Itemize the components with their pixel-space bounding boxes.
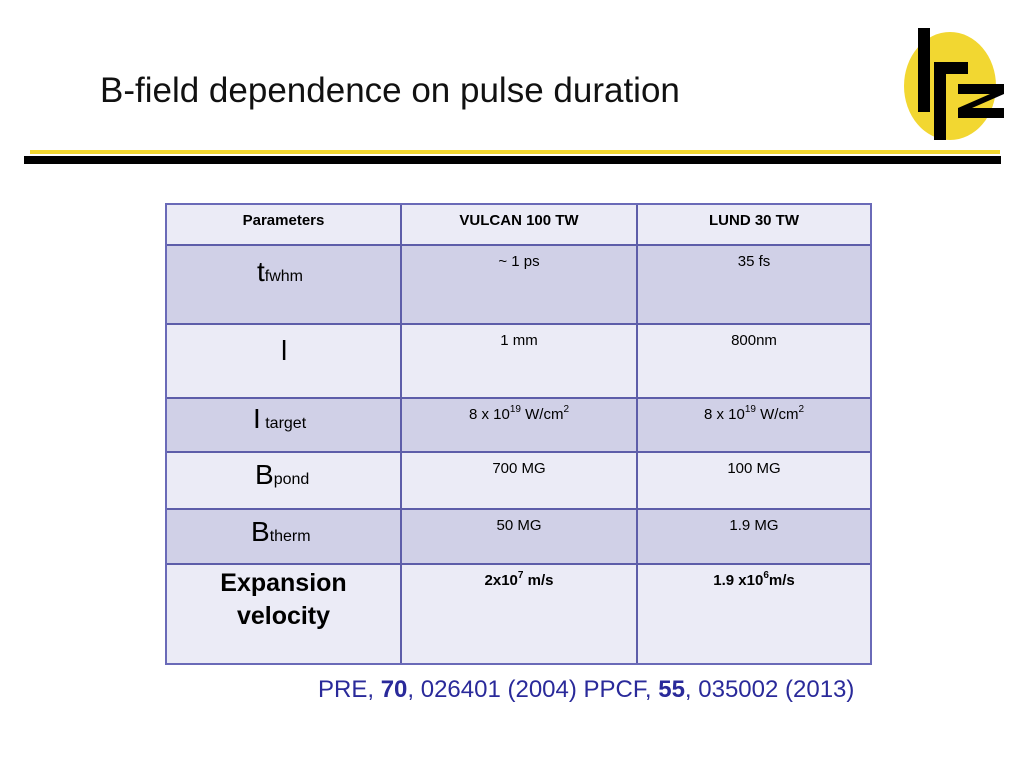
param-subscript: pond <box>273 471 310 488</box>
param-subscript: therm <box>269 528 311 545</box>
citation-ppcf-volume: 55 <box>658 676 685 703</box>
title-underline-black <box>24 156 1001 164</box>
param-label-line1: Expansion <box>220 569 347 597</box>
lund-value: 800nm <box>638 325 870 397</box>
value-unit: W/cm <box>755 406 799 423</box>
slide-title: B-field dependence on pulse duration <box>100 71 680 110</box>
value-unit: m/s <box>768 572 795 589</box>
param-expansion-velocity: Expansion velocity <box>167 565 400 663</box>
param-label-line2: velocity <box>236 602 331 630</box>
vulcan-value: 1 mm <box>402 325 636 397</box>
header-lund: LUND 30 TW <box>638 205 870 244</box>
param-symbol: t <box>257 256 265 287</box>
table-header-row: Parameters VULCAN 100 TW LUND 30 TW <box>167 205 870 244</box>
vulcan-value: ~ 1 ps <box>402 246 636 323</box>
value-unit: W/cm <box>520 406 564 423</box>
value-unit: m/s <box>523 572 554 589</box>
vulcan-value: 50 MG <box>402 510 636 563</box>
table-row: Expansion velocity 2x107 m/s 1.9 x106m/s <box>167 565 870 663</box>
table-row: I target 8 x 1019 W/cm2 8 x 1019 W/cm2 <box>167 399 870 451</box>
citation-pre-details: , 026401 (2004) <box>407 676 584 703</box>
param-pulse-duration: tfwhm <box>167 246 400 323</box>
citation-pre-journal: PRE, <box>318 676 381 703</box>
param-symbol: B <box>251 516 270 547</box>
value-exponent: 19 <box>509 404 521 415</box>
param-symbol: I <box>253 403 261 434</box>
citation: PRE, 70, 026401 (2004) PPCF, 55, 035002 … <box>318 676 854 704</box>
lund-value: 1.9 MG <box>638 510 870 563</box>
unit-exponent: 2 <box>563 404 570 415</box>
lund-value: 1.9 x106m/s <box>638 565 870 663</box>
value-base: 8 x 10 <box>703 406 745 423</box>
title-underline-yellow <box>30 150 1000 154</box>
param-intensity: I target <box>167 399 400 451</box>
param-subscript: target <box>260 415 307 432</box>
value-exponent: 19 <box>744 404 756 415</box>
lund-value: 8 x 1019 W/cm2 <box>638 399 870 451</box>
table-row: Btherm 50 MG 1.9 MG <box>167 510 870 563</box>
value-exponent: 7 <box>517 570 524 581</box>
vulcan-value: 700 MG <box>402 453 636 508</box>
citation-ppcf-journal: PPCF, <box>583 676 659 703</box>
value-exponent: 6 <box>763 570 769 581</box>
citation-ppcf-details: , 035002 (2013) <box>684 676 855 703</box>
param-wavelength: l <box>167 325 400 397</box>
table-row: l 1 mm 800nm <box>167 325 870 397</box>
header-vulcan: VULCAN 100 TW <box>402 205 636 244</box>
value-base: 8 x 10 <box>468 406 510 423</box>
parameters-table: Parameters VULCAN 100 TW LUND 30 TW tfwh… <box>165 203 872 665</box>
param-subscript: fwhm <box>264 268 304 285</box>
lund-value: 35 fs <box>638 246 870 323</box>
param-b-pond: Bpond <box>167 453 400 508</box>
header-parameters: Parameters <box>167 205 400 244</box>
value-base: 2x10 <box>484 572 518 589</box>
param-b-therm: Btherm <box>167 510 400 563</box>
vulcan-value: 2x107 m/s <box>402 565 636 663</box>
vulcan-value: 8 x 1019 W/cm2 <box>402 399 636 451</box>
value-base: 1.9 x10 <box>713 572 764 589</box>
param-symbol: B <box>255 459 274 490</box>
lrz-logo <box>904 28 1004 140</box>
param-symbol: l <box>281 335 288 366</box>
unit-exponent: 2 <box>798 404 805 415</box>
table-row: Bpond 700 MG 100 MG <box>167 453 870 508</box>
table-row: tfwhm ~ 1 ps 35 fs <box>167 246 870 323</box>
lund-value: 100 MG <box>638 453 870 508</box>
citation-pre-volume: 70 <box>380 676 408 703</box>
